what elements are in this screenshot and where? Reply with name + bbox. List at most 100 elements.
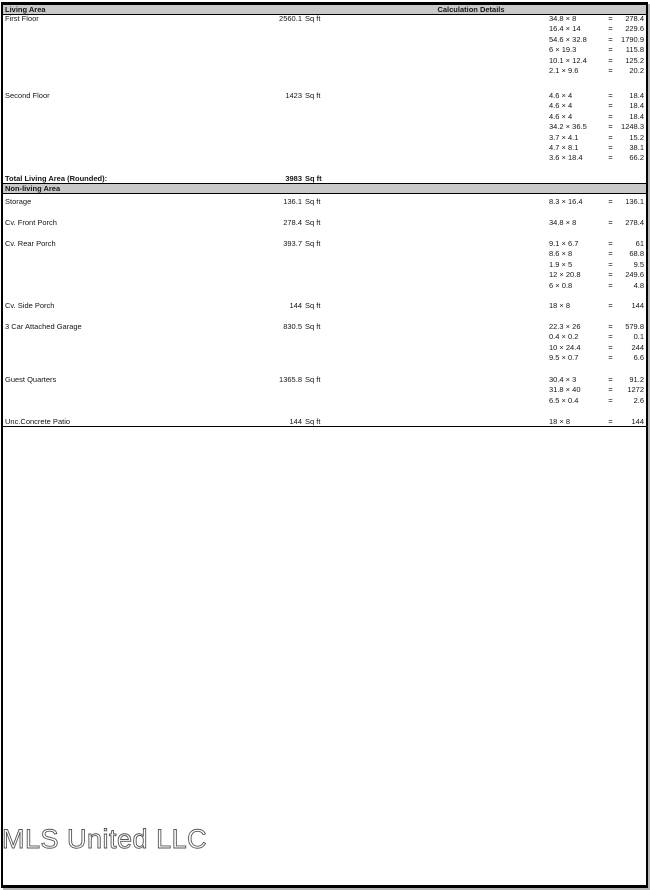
calc-expression: 9.5 × 0.7 (549, 353, 579, 363)
calculation-line: 34.8 × 8 = 278.4 (549, 218, 644, 228)
calc-result: 1248.3 (621, 122, 644, 132)
calc-expression: 1.9 × 5 (549, 259, 573, 269)
equals-sign: = (608, 65, 613, 75)
calc-result: 249.6 (625, 270, 644, 280)
calc-result: 2.6 (633, 395, 644, 405)
calc-result: 1790.9 (621, 34, 644, 44)
calc-expression: 34.2 × 36.5 (549, 122, 587, 132)
equals-sign: = (608, 122, 613, 132)
calc-expression: 4.6 × 4 (549, 111, 573, 121)
calc-result: 61 (635, 239, 644, 248)
calc-result: 579.8 (625, 322, 644, 331)
calc-expression: 6 × 19.3 (549, 45, 577, 55)
calc-expression: 8.3 × 16.4 (549, 197, 583, 206)
calc-result: 4.8 (633, 280, 644, 290)
equals-sign: = (608, 270, 613, 280)
area-unit: Sq ft (305, 14, 321, 23)
calc-result: 278.4 (625, 14, 644, 23)
area-calculation-sheet: Living Area Calculation Details Total Li… (2, 4, 646, 885)
area-unit: Sq ft (305, 239, 321, 248)
equals-sign: = (608, 111, 613, 121)
calc-expression: 6 × 0.8 (549, 280, 573, 290)
calculation-line: 6 × 19.3 = 115.8 (549, 45, 644, 55)
calc-result: 9.5 (633, 259, 644, 269)
area-name: First Floor (5, 14, 39, 23)
calc-expression: 0.4 × 0.2 (549, 332, 579, 342)
equals-sign: = (608, 332, 613, 342)
calc-result: 278.4 (625, 218, 644, 227)
area-unit: Sq ft (305, 91, 321, 100)
calc-result: 144 (631, 417, 644, 426)
calc-expression: 34.8 × 8 (549, 14, 577, 23)
calculation-line: 0.4 × 0.2 = 0.1 (549, 332, 644, 342)
equals-sign: = (608, 239, 613, 248)
calc-result: 66.2 (629, 153, 644, 163)
area-value: 1365.8 Sq ft (152, 375, 320, 385)
area-value: 136.1 Sq ft (152, 197, 320, 207)
area-number: 830.5 (283, 322, 302, 331)
total-living-area-label: Total Living Area (Rounded): (5, 174, 108, 183)
area-name: Cv. Front Porch (5, 218, 57, 227)
calc-expression: 18 × 8 (549, 417, 571, 426)
calculation-lines: 34.8 × 8 = 278.4 16.4 × 14 = 229.6 54.6 … (549, 14, 644, 76)
area-number: 1365.8 (279, 375, 302, 384)
calculation-lines: 9.1 × 6.7 = 61 8.6 × 8 = 68.8 1.9 × 5 = … (549, 239, 644, 291)
calc-expression: 10.1 × 12.4 (549, 55, 587, 65)
equals-sign: = (608, 55, 613, 65)
calculation-line: 12 × 20.8 = 249.6 (549, 270, 644, 280)
calc-result: 244 (631, 342, 644, 352)
calculation-line: 54.6 × 32.8 = 1790.9 (549, 35, 644, 45)
equals-sign: = (608, 153, 613, 163)
calc-result: 136.1 (625, 197, 644, 206)
equals-sign: = (608, 218, 613, 227)
total-living-area-value: 3983 Sq ft (152, 174, 322, 184)
calculation-line: 18 × 8 = 144 (549, 301, 644, 311)
equals-sign: = (608, 24, 613, 34)
calc-expression: 3.7 × 4.1 (549, 132, 579, 142)
calculation-line: 34.2 × 36.5 = 1248.3 (549, 122, 644, 132)
calc-expression: 9.1 × 6.7 (549, 239, 579, 248)
calc-result: 18.4 (629, 101, 644, 111)
calc-result: 18.4 (629, 91, 644, 100)
calculation-lines: 30.4 × 3 = 91.2 31.8 × 40 = 1272 6.5 × 0… (549, 375, 644, 406)
equals-sign: = (608, 322, 613, 331)
area-number: 1423 (285, 91, 302, 100)
area-unit: Sq ft (305, 197, 321, 206)
calculation-line: 3.6 × 18.4 = 66.2 (549, 153, 644, 163)
calc-expression: 3.6 × 18.4 (549, 153, 583, 163)
calc-expression: 18 × 8 (549, 301, 571, 310)
non-living-area-header-band: Non-living Area (3, 183, 646, 194)
equals-sign: = (608, 142, 613, 152)
calc-expression: 12 × 20.8 (549, 270, 581, 280)
area-unit: Sq ft (305, 417, 321, 426)
table-bottom-divider (3, 426, 646, 427)
area-number: 2560.1 (279, 14, 302, 23)
equals-sign: = (608, 280, 613, 290)
equals-sign: = (608, 197, 613, 206)
calc-result: 38.1 (629, 142, 644, 152)
calc-result: 91.2 (629, 375, 644, 384)
calculation-line: 10.1 × 12.4 = 125.2 (549, 56, 644, 66)
calculation-details-title: Calculation Details (437, 4, 505, 14)
calculation-lines: 18 × 8 = 144 (549, 301, 644, 311)
calc-result: 15.2 (629, 132, 644, 142)
area-value: 278.4 Sq ft (152, 218, 320, 228)
equals-sign: = (608, 132, 613, 142)
calculation-lines: 4.6 × 4 = 18.4 4.6 × 4 = 18.4 4.6 × 4 = … (549, 91, 644, 164)
equals-sign: = (608, 342, 613, 352)
area-name: Unc.Concrete Patio (5, 417, 71, 426)
area-number: 393.7 (283, 239, 302, 248)
equals-sign: = (608, 34, 613, 44)
calculation-line: 9.5 × 0.7 = 6.6 (549, 353, 644, 363)
calc-expression: 54.6 × 32.8 (549, 34, 587, 44)
calculation-line: 10 × 24.4 = 244 (549, 343, 644, 353)
total-area-unit: Sq ft (305, 174, 322, 183)
area-value: 1423 Sq ft (152, 91, 320, 101)
calc-expression: 10 × 24.4 (549, 342, 581, 352)
equals-sign: = (608, 417, 613, 426)
calculation-lines: 22.3 × 26 = 579.8 0.4 × 0.2 = 0.1 10 × 2… (549, 322, 644, 364)
calculation-line: 16.4 × 14 = 229.6 (549, 24, 644, 34)
calculation-line: 3.7 × 4.1 = 15.2 (549, 133, 644, 143)
calc-result: 20.2 (629, 65, 644, 75)
calculation-lines: 8.3 × 16.4 = 136.1 (549, 197, 644, 207)
